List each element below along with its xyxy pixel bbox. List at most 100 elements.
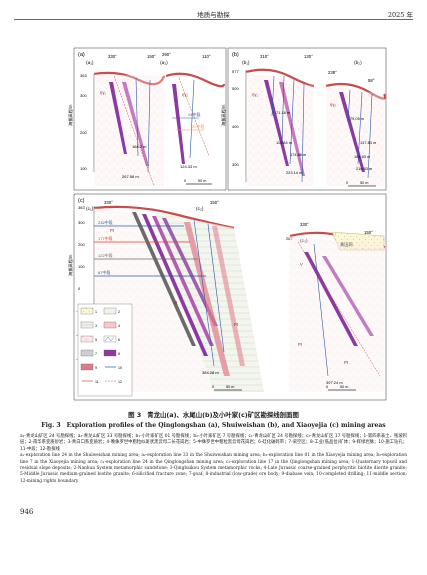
exploration-profiles-figure: (a) (a₁) (a₂) 330° 150° 290° 110° 363 30… — [67, 47, 387, 401]
svg-text:58°: 58° — [368, 78, 375, 83]
svg-text:8: 8 — [118, 352, 120, 356]
svg-text:113.84 m: 113.84 m — [276, 140, 292, 145]
axis-label-b: 海拔高程/m — [220, 104, 227, 126]
caption-zh-label: 图 3 — [128, 411, 142, 419]
caption-en-text: Exploration profiles of the Qinglongshan… — [66, 422, 386, 429]
svg-text:400: 400 — [232, 124, 239, 129]
level-label-a-20: 20中段 — [192, 123, 204, 129]
svg-text:290°: 290° — [162, 52, 171, 57]
svg-text:Pt: Pt — [234, 322, 239, 327]
caption-notes: a₁-青龙山矿区 24 号勘探线；a₂-青龙山矿区 33 号勘探线；b₁-小叶家… — [20, 434, 407, 485]
svg-text:150°: 150° — [147, 54, 156, 59]
svg-text:200: 200 — [80, 130, 87, 135]
panel-b2-label: (b₂) — [354, 60, 362, 66]
svg-text:130°: 130° — [304, 54, 313, 59]
svg-text:0: 0 — [212, 385, 214, 389]
svg-text:174.86 m: 174.86 m — [290, 152, 306, 157]
svg-text:ηγ₁: ηγ₁ — [100, 90, 106, 95]
svg-text:5: 5 — [95, 338, 97, 342]
svg-text:ηγ₂: ηγ₂ — [330, 102, 336, 107]
caption-zh: 图 3 青龙山(a)、水尾山(b)及小叶家(c)矿区勘探线剖面图 — [0, 410, 427, 419]
svg-text:300: 300 — [78, 220, 85, 225]
svg-text:168.2 m: 168.2 m — [132, 144, 147, 149]
svg-text:71.18 m: 71.18 m — [276, 110, 290, 115]
notes-zh: a₁-青龙山矿区 24 号勘探线；a₂-青龙山矿区 33 号勘探线；b₁-小叶家… — [20, 434, 407, 452]
svg-text:ηγ₁: ηγ₁ — [252, 92, 258, 97]
svg-text:223.14 m: 223.14 m — [286, 170, 302, 175]
panel-c1-label: (c₁) — [86, 206, 94, 212]
svg-text:Pt: Pt — [298, 342, 303, 347]
level-label-67: 67中段 — [98, 269, 110, 275]
caption-en: Fig. 3 Exploration profiles of the Qinglo… — [0, 422, 427, 429]
svg-text:577: 577 — [232, 69, 239, 74]
page-number: 946 — [20, 508, 34, 516]
panel-a-label: (a) — [78, 52, 85, 58]
svg-text:267.58 m: 267.58 m — [122, 174, 139, 179]
svg-text:0: 0 — [326, 385, 328, 389]
svg-text:2: 2 — [118, 310, 120, 314]
svg-text:110°: 110° — [202, 54, 211, 59]
svg-text:300: 300 — [232, 162, 239, 167]
svg-text:50 m: 50 m — [340, 385, 348, 389]
panel-b1-label: (b₁) — [242, 60, 250, 66]
axis-label-c: 海拔高程/m — [67, 254, 74, 276]
journal-year: 2025 年 — [387, 11, 413, 19]
panel-b: (b) (b₁) (b₂) 310° 130° 238° 58° 577 500… — [220, 47, 387, 191]
panel-c2-label: (c₂) — [196, 206, 204, 212]
legend: 1 2 3 4 5 6 7 8 9 10 11 12 — [77, 303, 133, 397]
level-label-122: 122中段 — [98, 252, 113, 258]
svg-text:150°: 150° — [210, 200, 219, 205]
svg-text:363: 363 — [78, 205, 85, 210]
svg-text:100: 100 — [80, 166, 87, 171]
svg-text:0: 0 — [184, 179, 186, 183]
svg-text:330°: 330° — [300, 222, 309, 227]
svg-text:Q: Q — [174, 300, 178, 305]
svg-text:3: 3 — [95, 324, 97, 328]
svg-text:10: 10 — [118, 366, 122, 370]
svg-text:500: 500 — [232, 86, 239, 91]
svg-text:Pt: Pt — [344, 360, 349, 365]
svg-text:124.33 m: 124.33 m — [180, 164, 197, 169]
svg-text:9: 9 — [95, 366, 97, 370]
svg-text:12: 12 — [118, 380, 122, 384]
level-label-232: 232中段 — [98, 219, 113, 225]
caption-zh-text: 青龙山(a)、水尾山(b)及小叶家(c)矿区勘探线剖面图 — [147, 411, 299, 419]
svg-text:300: 300 — [80, 93, 87, 98]
svg-text:150°: 150° — [364, 230, 373, 235]
svg-text:137.83 m: 137.83 m — [360, 140, 376, 145]
svg-text:216.83 m: 216.83 m — [356, 166, 372, 171]
panel-b-label: (b) — [232, 52, 239, 58]
svg-text:384.28 m: 384.28 m — [202, 370, 219, 375]
svg-text:267: 267 — [286, 236, 293, 241]
svg-text:50 m: 50 m — [226, 385, 234, 389]
svg-text:79.05 m: 79.05 m — [350, 116, 364, 121]
svg-text:0: 0 — [78, 286, 81, 291]
panel-a2-label: (a₂) — [160, 60, 168, 66]
svg-text:330°: 330° — [108, 54, 117, 59]
level-label-177: 177中段 — [98, 235, 113, 241]
svg-text:ηγ₂: ηγ₂ — [182, 92, 188, 97]
notes-en: a₁-exploration line 24 in the Shuiweisha… — [20, 453, 407, 484]
svg-text:50 m: 50 m — [198, 179, 206, 183]
svg-text:397.24 m: 397.24 m — [326, 380, 343, 385]
svg-text:363: 363 — [80, 73, 87, 78]
svg-text:310°: 310° — [260, 54, 269, 59]
svg-text:200: 200 — [78, 242, 85, 247]
panel-a: (a) (a₁) (a₂) 330° 150° 290° 110° 363 30… — [67, 47, 227, 191]
running-header: 地质与勘探 2025 年 — [14, 8, 413, 20]
journal-name: 地质与勘探 — [197, 11, 230, 19]
svg-text:11: 11 — [95, 380, 99, 384]
svg-text:4: 4 — [118, 324, 120, 328]
svg-text:V: V — [300, 262, 303, 267]
axis-label-a: 海拔高程/m — [67, 104, 74, 126]
svg-text:0: 0 — [346, 181, 348, 185]
svg-text:1: 1 — [95, 310, 97, 314]
svg-text:238°: 238° — [328, 70, 337, 75]
panel-c: (c) (c₁) (c₂) (c₃) 330° 150° 330° 150° 3… — [67, 193, 387, 401]
panel-c-label: (c) — [78, 198, 85, 204]
caption-en-label: Fig. 3 — [41, 422, 61, 429]
level-label-a-24: 24中段 — [188, 111, 200, 117]
panel-a1-label: (a₁) — [86, 60, 94, 66]
svg-text:7: 7 — [95, 352, 97, 356]
svg-text:330°: 330° — [104, 200, 113, 205]
